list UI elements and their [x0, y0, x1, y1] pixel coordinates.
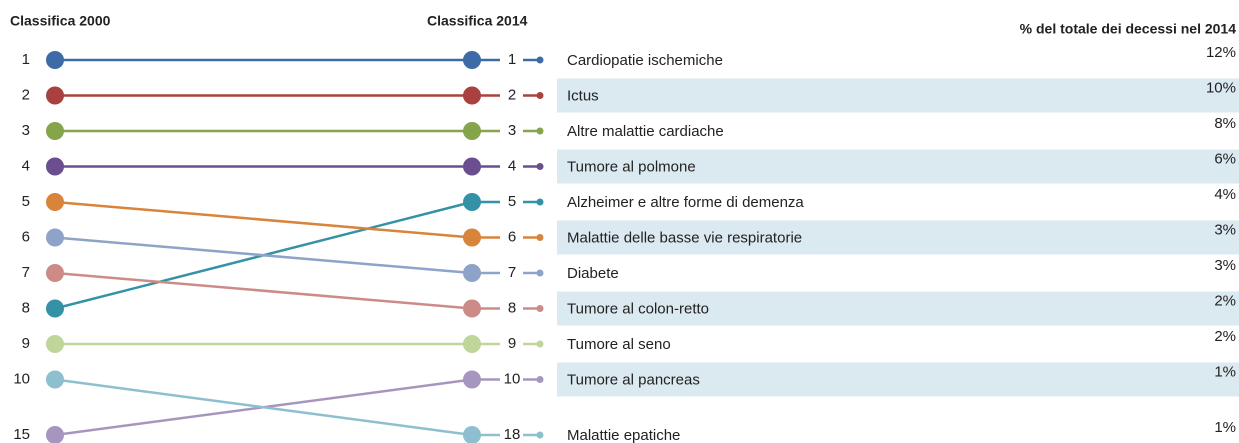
left-title: Classifica 2000	[10, 13, 111, 29]
value-label: 8%	[1214, 115, 1236, 132]
left-rank: 7	[22, 264, 30, 281]
left-dot	[46, 86, 64, 105]
right-dot	[463, 370, 481, 389]
left-dot	[46, 228, 64, 247]
right-rank: 9	[508, 335, 516, 352]
left-rank: 15	[13, 426, 30, 443]
legend-dot	[536, 163, 544, 170]
left-dot	[46, 122, 64, 140]
value-label: 10%	[1206, 79, 1236, 96]
left-rank: 10	[13, 370, 30, 387]
value-label: 6%	[1214, 150, 1236, 167]
left-rank: 9	[22, 335, 30, 352]
legend-dot	[536, 269, 544, 277]
legend-dot	[536, 56, 544, 64]
row-stripe	[557, 362, 1239, 397]
right-dot	[463, 86, 481, 105]
right-dot	[463, 299, 481, 318]
left-dot	[46, 264, 64, 282]
left-rank: 3	[22, 122, 30, 139]
cause-name: Tumore al polmone	[567, 158, 696, 175]
value-label: 1%	[1214, 419, 1236, 436]
left-dot	[46, 335, 64, 353]
left-dot	[46, 193, 64, 211]
right-rank: 8	[508, 299, 516, 316]
right-dot	[463, 426, 481, 443]
right-dot	[463, 335, 481, 353]
legend-dot	[536, 198, 544, 206]
row-stripe	[557, 78, 1239, 113]
left-rank: 2	[22, 86, 30, 103]
cause-name: Altre malattie cardiache	[567, 123, 724, 140]
left-dot	[46, 51, 64, 69]
cause-name: Tumore al colon-retto	[567, 300, 709, 317]
cause-name: Ictus	[567, 87, 599, 104]
value-label: 2%	[1214, 292, 1236, 309]
left-rank: 8	[22, 299, 30, 316]
slope-line	[54, 200, 473, 239]
row-stripe	[557, 291, 1239, 326]
right-rank: 7	[508, 264, 516, 281]
cause-name: Diabete	[567, 265, 619, 282]
cause-name: Tumore al seno	[567, 336, 671, 353]
legend-dot	[536, 431, 544, 439]
slope-line	[54, 271, 473, 310]
left-dot	[46, 426, 64, 443]
row-stripe	[557, 149, 1239, 184]
left-dot	[46, 299, 64, 318]
value-label: 12%	[1206, 44, 1236, 61]
cause-name: Alzheimer e altre forme di demenza	[567, 194, 804, 211]
left-rank: 4	[22, 157, 30, 174]
right-dot	[463, 228, 481, 247]
legend-dot	[536, 92, 544, 99]
cause-name: Malattie epatiche	[567, 427, 680, 443]
row-stripe	[557, 220, 1239, 255]
right-rank: 3	[508, 122, 516, 139]
value-title: % del totale dei decessi nel 2014	[1020, 21, 1237, 37]
right-rank: 18	[504, 426, 521, 443]
right-rank: 10	[504, 370, 521, 387]
legend-dot	[536, 340, 544, 348]
right-rank: 1	[508, 51, 516, 68]
right-rank: 4	[508, 157, 516, 174]
right-dot	[463, 51, 481, 69]
cause-name: Cardiopatie ischemiche	[567, 52, 723, 69]
legend-dot	[536, 234, 544, 241]
value-label: 1%	[1214, 363, 1236, 380]
right-dot	[463, 264, 481, 282]
legend-dot	[536, 305, 544, 312]
left-rank: 5	[22, 193, 30, 210]
right-rank: 5	[508, 193, 516, 210]
left-rank: 6	[22, 228, 30, 245]
left-dot	[46, 370, 64, 389]
left-dot	[46, 157, 64, 176]
right-dot	[463, 157, 481, 176]
right-title: Classifica 2014	[427, 13, 528, 29]
value-label: 3%	[1214, 221, 1236, 238]
slope-line	[54, 378, 473, 437]
cause-name: Tumore al pancreas	[567, 371, 700, 388]
value-label: 2%	[1214, 328, 1236, 345]
slope-line	[54, 236, 473, 275]
legend-dot	[536, 127, 544, 135]
left-rank: 1	[22, 51, 30, 68]
legend-dot	[536, 376, 544, 383]
value-label: 4%	[1214, 186, 1236, 203]
right-dot	[463, 193, 481, 211]
value-label: 3%	[1214, 257, 1236, 274]
right-rank: 6	[508, 228, 516, 245]
cause-name: Malattie delle basse vie respiratorie	[567, 229, 802, 246]
right-dot	[463, 122, 481, 140]
right-rank: 2	[508, 86, 516, 103]
